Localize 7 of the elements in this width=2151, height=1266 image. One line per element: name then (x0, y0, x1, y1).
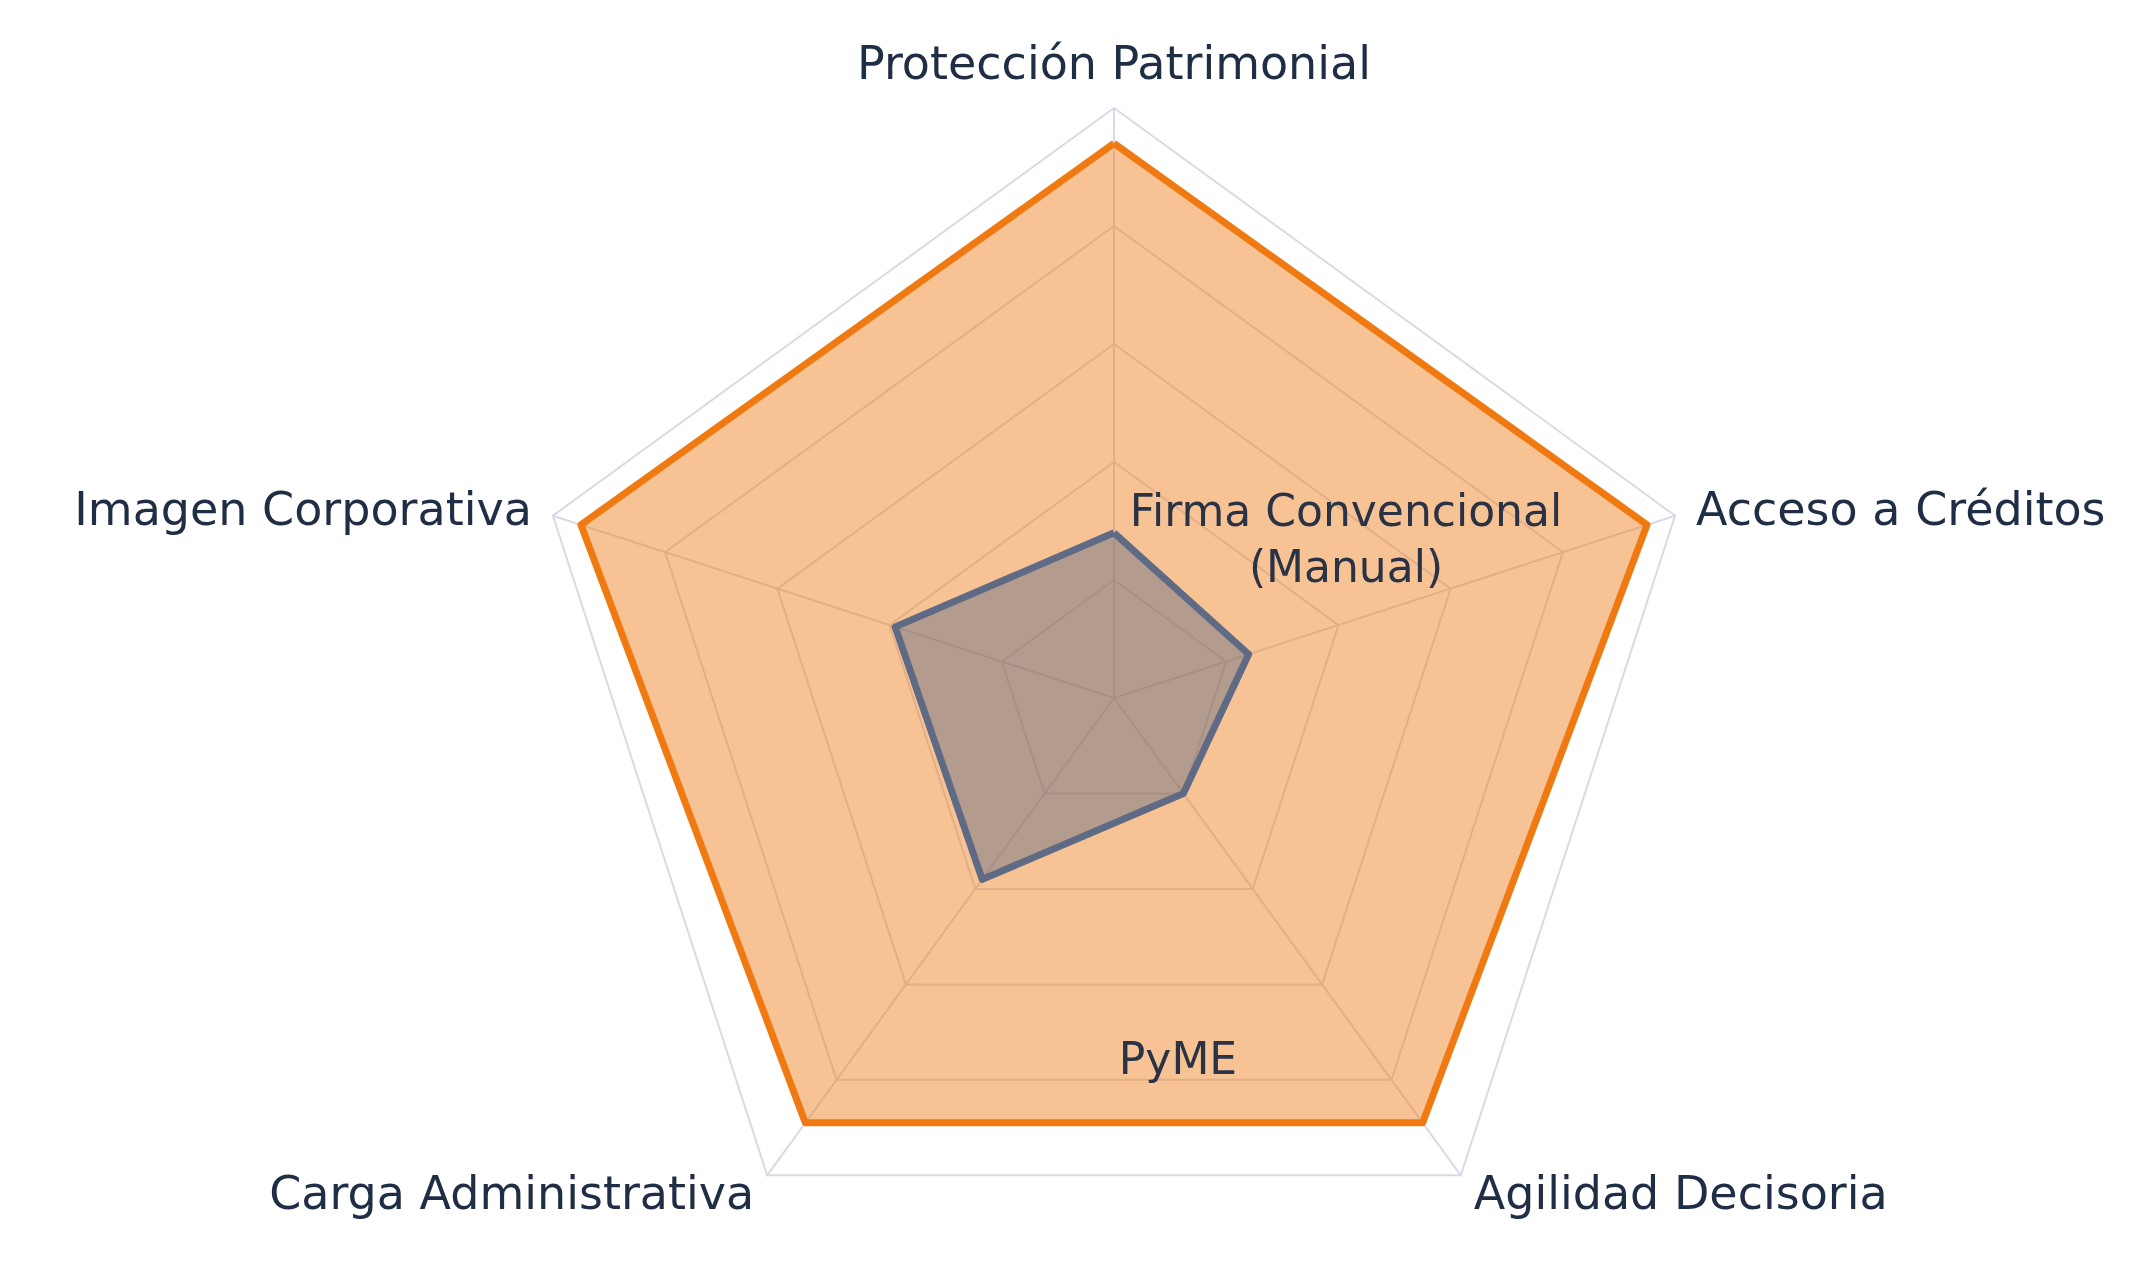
spoke-label: Imagen Corporativa (74, 481, 532, 536)
spoke-label: Agilidad Decisoria (1473, 1166, 1888, 1221)
series-label: Firma Convencional (Manual) (1129, 484, 1563, 592)
spoke-label: Acceso a Créditos (1696, 481, 2106, 536)
series-label: PyME (1118, 1032, 1238, 1084)
spoke-label: Protección Patrimonial (856, 36, 1372, 90)
spoke-label: Carga Administrativa (269, 1166, 755, 1221)
